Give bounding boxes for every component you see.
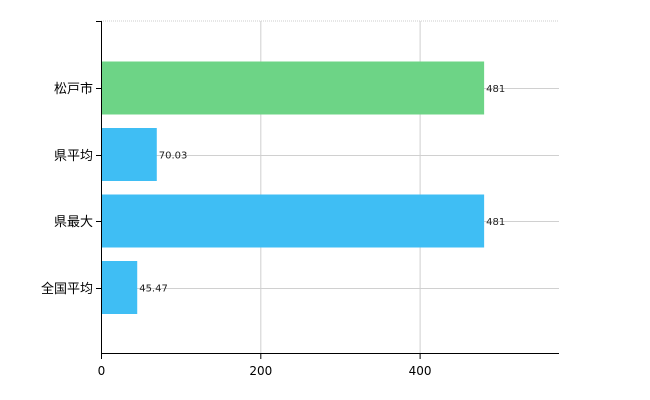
bars <box>101 61 485 314</box>
data-label-4: 45.47 <box>139 284 168 295</box>
bar-1 <box>101 61 485 115</box>
category-label-1: 松戸市 <box>54 81 93 97</box>
category-label-4: 全国平均 <box>41 281 93 297</box>
data-label-1: 481 <box>486 84 505 95</box>
x-tick-label-1: 0 <box>98 364 106 378</box>
x-tick-label-3: 400 <box>409 364 432 378</box>
data-label-3: 481 <box>486 217 505 228</box>
category-label-2: 県平均 <box>54 149 93 164</box>
bar-2 <box>101 128 157 181</box>
category-label-3: 県最大 <box>54 215 93 230</box>
bar-4 <box>101 261 138 314</box>
data-label-2: 70.03 <box>159 151 188 162</box>
axes <box>96 21 559 359</box>
x-tick-label-2: 200 <box>249 364 272 378</box>
bar-3 <box>101 194 485 248</box>
